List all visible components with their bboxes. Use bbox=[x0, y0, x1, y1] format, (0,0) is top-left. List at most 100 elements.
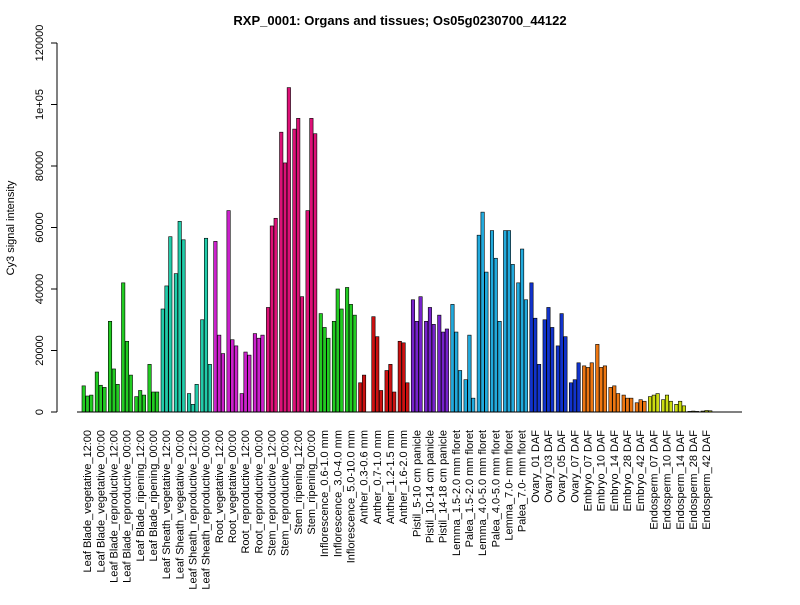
x-tick-label: Leaf Blade_ripening_00:00 bbox=[148, 430, 160, 562]
bar bbox=[98, 384, 103, 413]
bar bbox=[463, 379, 468, 413]
bar bbox=[226, 210, 231, 413]
bar bbox=[520, 248, 525, 413]
bar bbox=[352, 314, 357, 413]
y-tick-label: 80000 bbox=[34, 151, 46, 182]
x-tick-label: Lemma_7.0- mm floret bbox=[504, 430, 516, 541]
bar bbox=[187, 393, 192, 413]
bar bbox=[322, 327, 327, 413]
bar bbox=[279, 131, 284, 413]
bar bbox=[94, 371, 99, 413]
x-tick-label: Pistil_5-10 cm panicle bbox=[411, 430, 423, 537]
y-tick-label: 20000 bbox=[34, 335, 46, 366]
bar bbox=[550, 327, 555, 413]
bar bbox=[379, 390, 384, 413]
x-tick-label: Root_reproductive_12:00 bbox=[240, 430, 252, 554]
bar bbox=[450, 304, 455, 413]
chart-title: RXP_0001: Organs and tissues; Os05g02307… bbox=[233, 13, 566, 28]
bar bbox=[589, 362, 594, 413]
bar bbox=[296, 118, 301, 413]
bar bbox=[616, 393, 621, 413]
bar bbox=[348, 304, 353, 413]
bar bbox=[292, 128, 297, 413]
bar bbox=[533, 317, 538, 413]
x-tick-label: Anther_0.7-1.0 mm bbox=[372, 430, 384, 524]
x-tick-label: Pistil_10-14 cm panicle bbox=[425, 430, 437, 543]
bar bbox=[585, 367, 590, 413]
bar bbox=[437, 314, 442, 413]
x-tick-label: Embryo_28 DAF bbox=[622, 430, 634, 512]
x-tick-label: Endosperm_42 DAF bbox=[701, 430, 713, 530]
bar bbox=[384, 370, 389, 413]
bar bbox=[181, 239, 186, 413]
bar bbox=[523, 299, 528, 413]
bar bbox=[431, 324, 436, 413]
x-tick-label: Endosperm_10 DAF bbox=[662, 430, 674, 530]
x-tick-label: Stem_ripening_00:00 bbox=[306, 430, 318, 535]
bar bbox=[273, 217, 278, 413]
x-tick-label: Stem_reproductive_00:00 bbox=[280, 430, 292, 556]
bar bbox=[441, 331, 446, 413]
bar bbox=[345, 287, 350, 413]
bar bbox=[563, 336, 568, 413]
bar bbox=[602, 365, 607, 413]
bar bbox=[546, 307, 551, 413]
bar bbox=[335, 288, 340, 413]
bar bbox=[638, 399, 643, 413]
bar bbox=[318, 313, 323, 413]
x-tick-label: Inflorescence_0.6-1.0 mm bbox=[319, 430, 331, 557]
bar bbox=[128, 374, 133, 413]
bar bbox=[516, 282, 521, 413]
bar bbox=[405, 382, 410, 413]
bar bbox=[164, 285, 169, 413]
x-tick-label: Leaf Sheath_reproductive_00:00 bbox=[201, 430, 213, 590]
bar bbox=[582, 365, 587, 413]
bar bbox=[138, 390, 143, 413]
bar bbox=[207, 364, 212, 413]
bar bbox=[125, 340, 130, 413]
y-tick-label: 40000 bbox=[34, 274, 46, 305]
bar bbox=[269, 225, 274, 413]
bar bbox=[155, 391, 160, 413]
y-axis-label: Cy3 signal intensity bbox=[5, 180, 17, 275]
x-tick-label: Embryo_10 DAF bbox=[596, 430, 608, 512]
bar bbox=[204, 237, 209, 413]
x-tick-label: Endosperm_14 DAF bbox=[675, 430, 687, 530]
bar bbox=[260, 334, 265, 413]
bar bbox=[484, 271, 489, 413]
bar bbox=[388, 364, 393, 413]
x-tick-label: Leaf Sheath_vegetative_12:00 bbox=[161, 430, 173, 579]
bar bbox=[217, 334, 222, 413]
bar bbox=[115, 384, 120, 413]
bar bbox=[595, 344, 600, 413]
bar bbox=[375, 336, 380, 413]
x-tick-label: Embryo_14 DAF bbox=[609, 430, 621, 512]
bar bbox=[489, 230, 494, 413]
x-tick-label: Anther_0.3-0.6 mm bbox=[359, 430, 371, 524]
y-tick-label: 0 bbox=[34, 409, 46, 415]
bar bbox=[81, 385, 86, 413]
x-tick-label: Anther_1.6-2.0 mm bbox=[398, 430, 410, 524]
bar bbox=[111, 368, 116, 413]
bar bbox=[497, 320, 502, 413]
bar bbox=[634, 402, 639, 413]
bar bbox=[661, 399, 666, 413]
bar bbox=[239, 393, 244, 413]
bar bbox=[89, 394, 94, 413]
bar bbox=[467, 334, 472, 413]
bar bbox=[506, 230, 511, 413]
bar bbox=[503, 230, 508, 413]
x-tick-label: Leaf Blade_reproductive_00:00 bbox=[122, 430, 134, 583]
bar bbox=[230, 339, 235, 413]
x-tick-label: Leaf Blade_vegetative_12:00 bbox=[82, 430, 94, 573]
x-tick-label: Leaf Blade_ripening_12:00 bbox=[135, 430, 147, 562]
bar bbox=[194, 384, 199, 413]
x-tick-label: Inflorescence_3.0-4.0 mm bbox=[332, 430, 344, 557]
x-axis-labels: Leaf Blade_vegetative_12:00 Leaf Blade_ve… bbox=[82, 430, 713, 590]
x-tick-label: Palea_7.0- mm floret bbox=[517, 430, 529, 532]
x-tick-label: Stem_ripening_12:00 bbox=[293, 430, 305, 535]
bar bbox=[371, 316, 376, 413]
bar bbox=[612, 385, 617, 413]
bar bbox=[283, 162, 288, 413]
bar bbox=[621, 394, 626, 413]
